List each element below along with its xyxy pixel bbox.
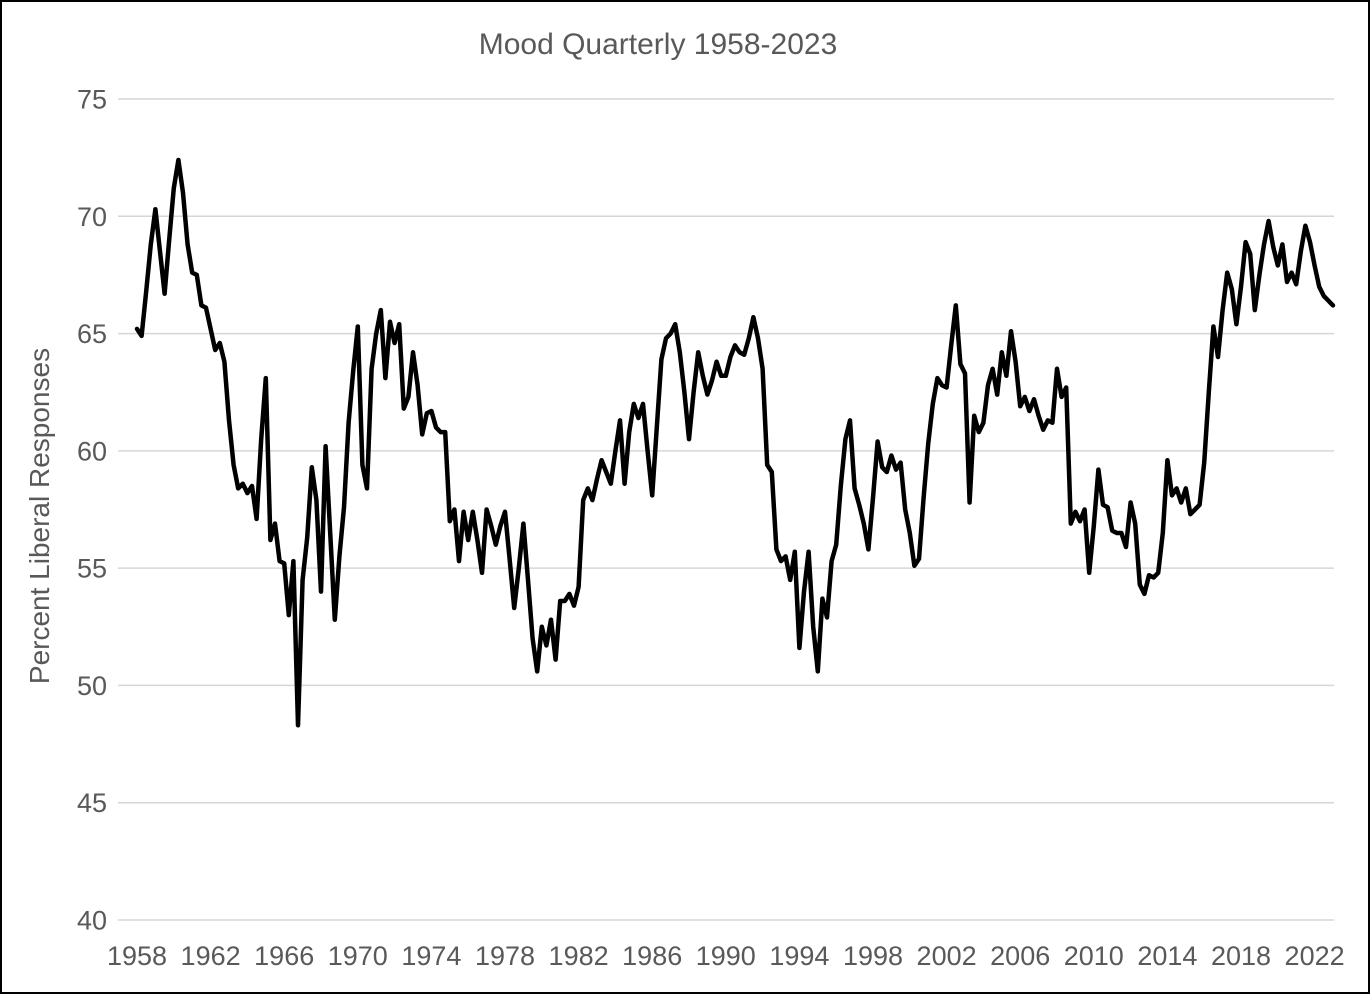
x-tick-label: 1978 [475, 941, 535, 971]
x-tick-label: 2018 [1211, 941, 1271, 971]
x-tick-label: 2002 [917, 941, 977, 971]
x-tick-label: 1970 [328, 941, 388, 971]
x-tick-label: 1998 [843, 941, 903, 971]
y-tick-label: 70 [77, 202, 107, 232]
x-tick-label: 2022 [1285, 941, 1345, 971]
x-tick-label: 1982 [549, 941, 609, 971]
y-tick-label: 40 [77, 905, 107, 935]
x-tick-label: 1966 [254, 941, 314, 971]
y-tick-label: 45 [77, 788, 107, 818]
y-tick-label: 65 [77, 319, 107, 349]
x-tick-label: 2010 [1064, 941, 1124, 971]
series-line [134, 157, 1336, 728]
x-tick-label: 1958 [107, 941, 167, 971]
x-tick-label: 1962 [181, 941, 241, 971]
chart-title: Mood Quarterly 1958-2023 [478, 28, 838, 61]
x-tick-label: 2014 [1137, 941, 1197, 971]
x-tick-label: 1990 [696, 941, 756, 971]
x-tick-label: 2006 [990, 941, 1050, 971]
y-tick-label: 50 [77, 671, 107, 701]
x-tick-label: 1994 [769, 941, 829, 971]
y-tick-label: 75 [77, 85, 107, 115]
x-tick-label: 1974 [401, 941, 461, 971]
y-tick-label: 60 [77, 436, 107, 466]
x-tick-label: 1986 [622, 941, 682, 971]
y-tick-label: 55 [77, 554, 107, 584]
